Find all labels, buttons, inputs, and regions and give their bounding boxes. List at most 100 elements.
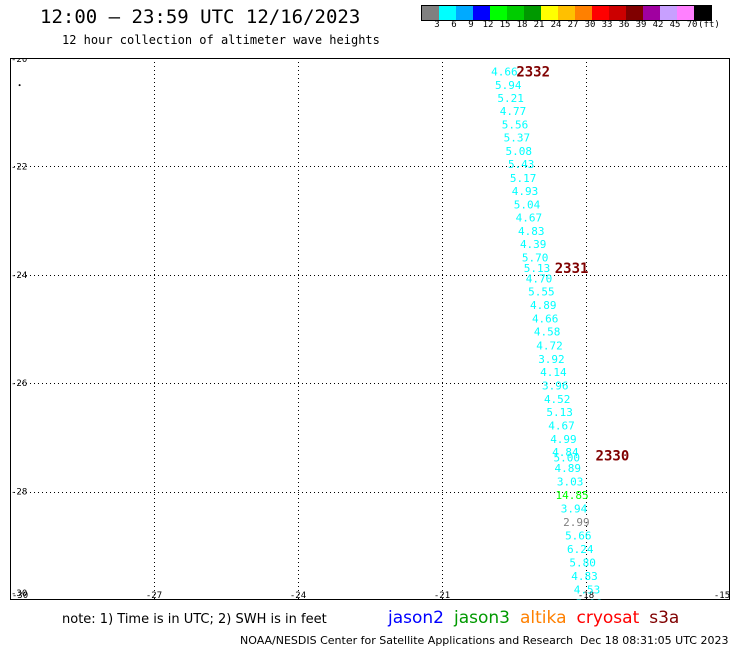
wave-height-value: 5.04 bbox=[514, 198, 541, 211]
wave-height-value: 3.94 bbox=[561, 502, 588, 515]
wave-height-value: 4.67 bbox=[516, 211, 543, 224]
pass-number-label: 2332 bbox=[516, 65, 550, 81]
wave-height-value: 4.77 bbox=[500, 105, 527, 118]
wave-height-value: 5.55 bbox=[528, 286, 555, 299]
legend-label: 6 bbox=[451, 20, 457, 30]
legend-label: (ft) bbox=[698, 20, 720, 30]
wave-height-value: 4.72 bbox=[536, 339, 563, 352]
x-tick-label: -18 bbox=[578, 591, 594, 600]
wave-height-value: 5.37 bbox=[504, 132, 531, 145]
wave-height-value: 4.99 bbox=[550, 433, 577, 446]
legend-swatch bbox=[490, 6, 507, 20]
legend-swatch bbox=[541, 6, 558, 20]
wave-height-value: 5.70 bbox=[522, 251, 549, 264]
wave-height-value: 4.70 bbox=[526, 273, 553, 286]
legend-label: 9 bbox=[468, 20, 474, 30]
wave-height-value: 14.85 bbox=[556, 489, 589, 502]
footer-credit: NOAA/NESDIS Center for Satellite Applica… bbox=[240, 634, 574, 647]
legend-label: 3 bbox=[434, 20, 440, 30]
x-tick-label: -21 bbox=[434, 591, 450, 600]
legend-label: 36 bbox=[618, 20, 630, 30]
wave-height-value: 4.89 bbox=[530, 299, 557, 312]
wave-height-value: 4.93 bbox=[512, 185, 539, 198]
legend-label: 24 bbox=[550, 20, 562, 30]
y-tick-label: -30 bbox=[11, 589, 27, 599]
legend-swatch bbox=[609, 6, 626, 20]
wave-height-value: 5.13 bbox=[524, 262, 551, 275]
legend-label: 45 bbox=[669, 20, 681, 30]
wave-height-value: 4.58 bbox=[534, 326, 561, 339]
satellite-jason3: jason3 bbox=[454, 608, 510, 628]
legend-swatch bbox=[626, 6, 643, 20]
wave-height-value: 3.03 bbox=[557, 475, 584, 488]
wave-height-value: 4.89 bbox=[555, 462, 582, 475]
legend-swatch bbox=[694, 6, 711, 20]
wave-height-value: 5.13 bbox=[546, 406, 573, 419]
legend-swatch bbox=[507, 6, 524, 20]
y-tick-label: -28 bbox=[11, 488, 27, 498]
wave-height-value: 3.96 bbox=[542, 379, 569, 392]
legend-label: 12 bbox=[482, 20, 494, 30]
wave-height-value: 5.06 bbox=[576, 597, 603, 600]
plot-frame bbox=[10, 58, 730, 600]
chart-title: 12:00 — 23:59 UTC 12/16/2023 bbox=[40, 6, 361, 28]
wave-height-value: 5.08 bbox=[506, 145, 533, 158]
wave-height-value: 4.83 bbox=[518, 225, 545, 238]
legend-swatch bbox=[439, 6, 456, 20]
wave-height-value: 4.52 bbox=[544, 393, 571, 406]
wave-height-value: 4.66 bbox=[491, 66, 518, 79]
wave-height-value: 5.17 bbox=[510, 172, 537, 185]
legend-swatch bbox=[456, 6, 473, 20]
legend-label: 33 bbox=[601, 20, 613, 30]
legend-label: 39 bbox=[635, 20, 647, 30]
x-tick-label: -24 bbox=[290, 591, 306, 600]
satellite-altika: altika bbox=[520, 608, 567, 628]
legend-label: 70 bbox=[686, 20, 698, 30]
wave-height-value: 5.80 bbox=[569, 557, 596, 570]
legend-swatch bbox=[524, 6, 541, 20]
y-tick-label: -22 bbox=[11, 162, 27, 172]
wave-height-value: 5.00 bbox=[554, 451, 581, 464]
wave-height-value: 4.67 bbox=[548, 419, 575, 432]
wave-height-value: 4.39 bbox=[520, 238, 547, 251]
footer-timestamp: Dec 18 08:31:05 UTC 2023 bbox=[580, 634, 729, 647]
legend-swatch bbox=[575, 6, 592, 20]
wave-height-value: 5.94 bbox=[495, 79, 522, 92]
legend-label: 15 bbox=[499, 20, 511, 30]
legend-swatch bbox=[473, 6, 490, 20]
legend-label: 30 bbox=[584, 20, 596, 30]
pass-number-label: 2330 bbox=[596, 448, 630, 464]
wave-height-value: 5.56 bbox=[502, 119, 529, 132]
color-legend-bar bbox=[421, 5, 712, 21]
wave-height-value: 4.83 bbox=[571, 570, 598, 583]
legend-label: 27 bbox=[567, 20, 579, 30]
x-tick-label: -15 bbox=[714, 591, 730, 600]
wave-height-value: 2.99 bbox=[563, 516, 590, 529]
wave-height-value: 5.66 bbox=[565, 530, 592, 543]
wave-height-value: 6.24 bbox=[567, 543, 594, 556]
chart-subtitle: 12 hour collection of altimeter wave hei… bbox=[62, 33, 380, 47]
x-tick-label: -30 bbox=[12, 591, 28, 600]
x-tick-label: -27 bbox=[146, 591, 162, 600]
wave-height-value: 4.14 bbox=[540, 366, 567, 379]
satellite-jason2: jason2 bbox=[388, 608, 444, 628]
satellite-s3a: s3a bbox=[649, 608, 680, 628]
y-tick-label: -24 bbox=[11, 271, 27, 281]
legend-swatch bbox=[422, 6, 439, 20]
y-tick-label: -20 bbox=[11, 58, 27, 65]
legend-swatch bbox=[643, 6, 660, 20]
legend-swatch bbox=[592, 6, 609, 20]
satellite-cryosat: cryosat bbox=[576, 608, 640, 628]
legend-label: 21 bbox=[533, 20, 545, 30]
map-plot-area: -30 -27 -24 -21 -18 -15 -20 -22 -24 -26 -28 -30 4.66… bbox=[10, 58, 730, 600]
wave-height-map: -30 -27 -24 -21 -18 -15-20-22-24-26-28-304.66… bbox=[10, 58, 730, 600]
y-tick-label: -26 bbox=[11, 379, 27, 389]
wave-height-value: 4.84 bbox=[552, 446, 579, 459]
legend-label: 18 bbox=[516, 20, 528, 30]
footnote: note: 1) Time is in UTC; 2) SWH is in fe… bbox=[62, 612, 327, 627]
wave-height-value: 3.92 bbox=[538, 353, 565, 366]
wave-height-value: 4.53 bbox=[574, 584, 601, 597]
wave-height-value: 5.43 bbox=[508, 158, 535, 171]
legend-swatch bbox=[677, 6, 694, 20]
map-marker-dot bbox=[18, 84, 21, 87]
